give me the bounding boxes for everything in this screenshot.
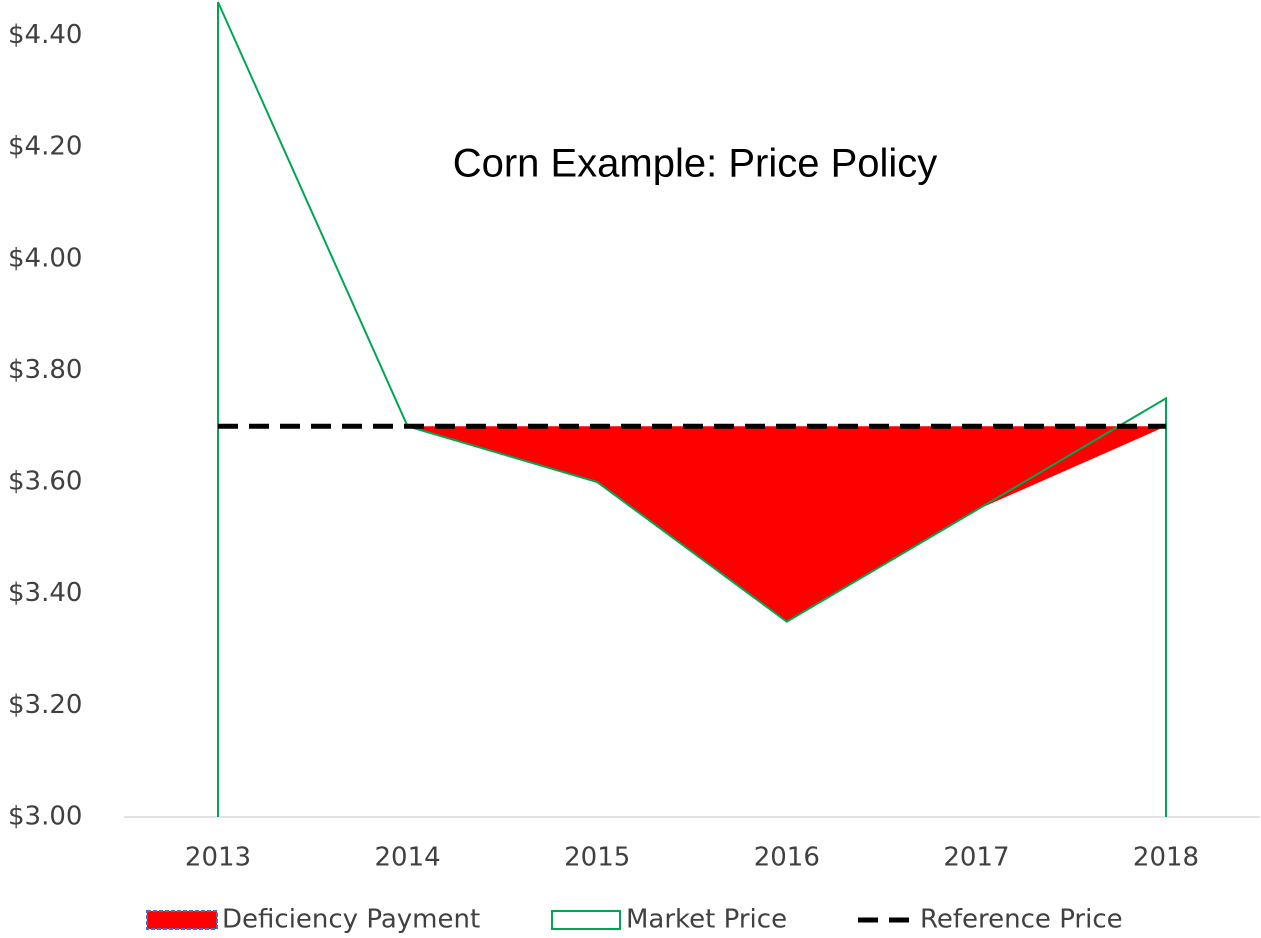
y-tick-label: $4.20 [8,132,82,162]
y-tick-label: $4.40 [8,20,82,50]
y-tick-label: $3.20 [8,690,82,720]
deficiency-area [218,426,1166,622]
y-tick-label: $4.00 [8,243,82,273]
y-tick-label: $3.00 [8,802,82,832]
x-tick-label: 2018 [1133,843,1199,873]
y-tick-label: $3.80 [8,355,82,385]
y-tick-label: $3.60 [8,467,82,497]
legend-swatch [146,910,218,930]
x-tick-label: 2014 [375,843,441,873]
x-tick-label: 2013 [185,843,251,873]
legend-swatch [551,910,621,930]
y-tick-label: $3.40 [8,578,82,608]
chart-title: Corn Example: Price Policy [453,142,938,186]
x-tick-label: 2015 [564,843,630,873]
x-tick-label: 2017 [943,843,1009,873]
market-price-line [217,1,1167,817]
legend-label: Deficiency Payment [222,905,480,935]
legend-label: Reference Price [920,905,1123,935]
x-tick-label: 2016 [754,843,820,873]
legend-label: Market Price [626,905,787,935]
